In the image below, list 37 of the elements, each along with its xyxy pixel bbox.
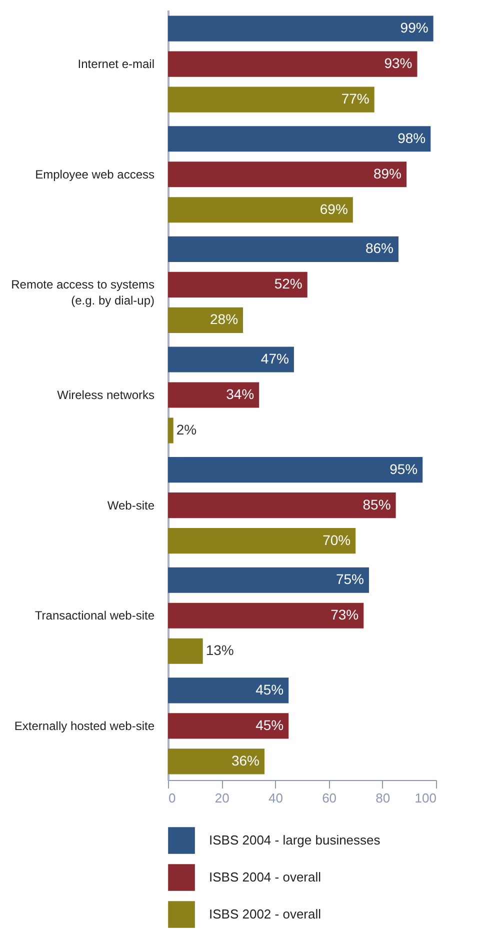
x-tick-label: 0 [168, 790, 176, 806]
data-label: 77% [341, 90, 370, 107]
x-tick-label: 60 [322, 790, 337, 806]
data-label: 93% [384, 55, 412, 72]
data-label: 75% [336, 571, 364, 588]
data-label: 98% [398, 130, 426, 146]
data-label: 85% [362, 496, 391, 512]
x-tick-label: 100 [414, 790, 436, 806]
data-label: 45% [256, 716, 284, 733]
y-tick-label: Web-site [107, 498, 155, 512]
x-tick-label: 20 [214, 790, 230, 806]
data-label: 2% [176, 422, 197, 438]
legend-label: ISBS 2004 - overall [209, 870, 322, 884]
data-label: 36% [231, 752, 260, 768]
data-label: 45% [256, 681, 284, 698]
y-tick-label: Remote access to systems (e.g. by dial-up) [11, 278, 154, 308]
data-label: 34% [226, 386, 254, 402]
y-tick-label: Internet e-mail [78, 57, 154, 72]
legend-label: ISBS 2004 - large businesses [209, 832, 381, 848]
data-label: 13% [206, 642, 234, 658]
data-label: 95% [390, 460, 418, 477]
data-label: 86% [365, 240, 394, 256]
data-label: 73% [330, 606, 359, 623]
data-label: 99% [400, 20, 428, 36]
data-label: 70% [322, 532, 351, 548]
y-tick-label: Employee web access [35, 167, 154, 182]
legend-label: ISBS 2002 - overall [209, 906, 322, 922]
y-tick-label: Wireless networks [57, 388, 154, 402]
y-tick-label: Transactional web-site [34, 608, 155, 623]
data-label: 52% [274, 276, 302, 292]
x-tick-label: 40 [268, 790, 283, 806]
y-tick-label: Externally hosted web-site [14, 718, 155, 733]
data-label: 47% [260, 350, 289, 366]
x-tick-label: 80 [376, 790, 390, 806]
data-label: 69% [320, 200, 348, 217]
data-label: 28% [210, 311, 238, 328]
data-label: 89% [373, 165, 402, 182]
